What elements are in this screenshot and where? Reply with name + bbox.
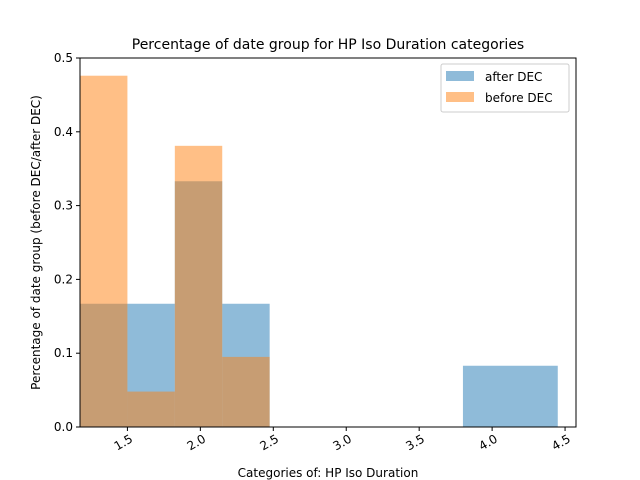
legend-swatch-before-dec (446, 92, 474, 102)
x-axis-label: Categories of: HP Iso Duration (238, 466, 419, 480)
bar-after-dec-4 (462, 365, 558, 427)
y-axis-label: Percentage of date group (before DEC/aft… (29, 95, 43, 390)
axes-frame (79, 57, 577, 428)
legend-label-before-dec: before DEC (485, 91, 553, 105)
legend: after DEC before DEC (440, 63, 570, 113)
bar-before-dec-2 (174, 145, 223, 427)
bar-before-dec-0 (80, 75, 128, 427)
bar-before-dec-1 (127, 391, 175, 427)
y-tick-label: 0.4 (54, 125, 73, 139)
y-axis-ticks: 0.0 0.1 0.2 0.3 0.4 0.5 (54, 51, 80, 434)
y-tick-label: 0.2 (54, 272, 73, 286)
y-tick-label: 0.5 (54, 51, 73, 65)
y-tick-label: 0.3 (54, 199, 73, 213)
y-tick-label: 0.0 (54, 420, 73, 434)
y-tick-label: 0.1 (54, 346, 73, 360)
chart-title: Percentage of date group for HP Iso Dura… (132, 37, 524, 53)
legend-swatch-after-dec (446, 71, 474, 81)
bar-before-dec-3 (222, 356, 270, 427)
bars-layer (80, 75, 558, 427)
legend-label-after-dec: after DEC (485, 70, 542, 84)
